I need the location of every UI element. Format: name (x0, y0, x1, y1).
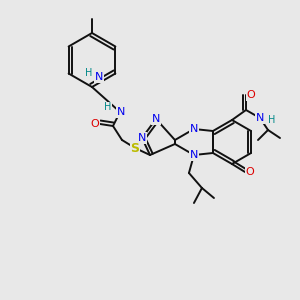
Text: O: O (91, 119, 99, 129)
Text: N: N (256, 113, 264, 123)
Text: H: H (104, 102, 112, 112)
Text: O: O (247, 90, 255, 100)
Text: N: N (95, 72, 103, 82)
Text: N: N (190, 150, 198, 160)
Text: H: H (268, 115, 276, 125)
Text: N: N (138, 133, 146, 143)
Text: O: O (246, 167, 254, 177)
Text: N: N (117, 107, 125, 117)
Text: N: N (152, 114, 160, 124)
Text: S: S (130, 142, 140, 154)
Text: H: H (85, 68, 93, 78)
Text: N: N (190, 124, 198, 134)
